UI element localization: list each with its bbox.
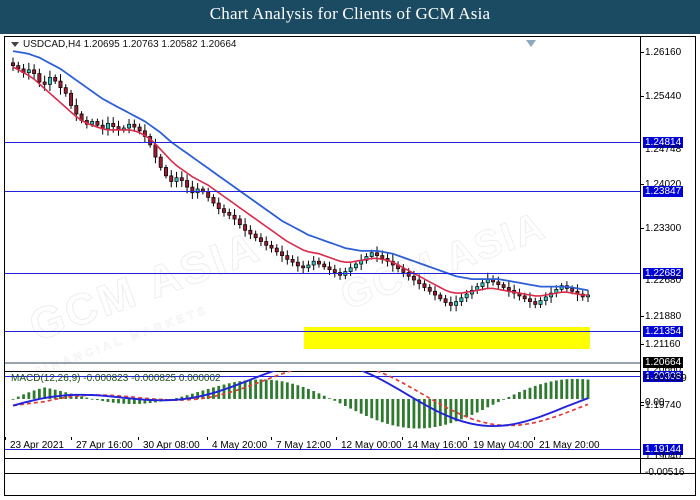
page-title: Chart Analysis for Clients of GCM Asia (209, 4, 491, 23)
time-axis-label: 12 May 00:00 (336, 437, 402, 451)
symbol-info-text: USDCAD,H4 1.20695 1.20763 1.20582 1.2066… (23, 39, 237, 50)
pane-divider (5, 371, 640, 372)
price-axis-label: 1.21160 (640, 339, 681, 350)
macd-axis-label: 0.001559 (645, 373, 687, 384)
price-axis-label: 1.21354 (643, 326, 684, 337)
macd-axis-label: 0.00 (640, 397, 665, 408)
price-level-line[interactable] (5, 376, 640, 377)
price-axis-label: 1.19144 (643, 444, 684, 455)
macd-chart-svg (11, 371, 590, 429)
price-axis-label: 1.23847 (643, 186, 684, 197)
chevron-down-icon[interactable] (11, 41, 19, 47)
price-axis-label: 1.20664 (643, 357, 684, 368)
time-axis-label: 7 May 12:00 (270, 437, 332, 451)
price-axis-label: 1.20308 (643, 371, 684, 382)
time-axis-label: 23 Apr 2021 (5, 437, 64, 451)
price-axis-label: 1.23300 (640, 223, 682, 234)
price-level-line[interactable] (5, 362, 640, 364)
time-axis-label: 4 May 20:00 (206, 437, 268, 451)
price-chart-svg (11, 50, 590, 312)
price-axis-label: 1.22682 (643, 268, 684, 279)
price-axis-label: 1.26160 (640, 47, 682, 58)
price-axis-label: 1.25440 (640, 91, 682, 102)
price-level-line[interactable] (5, 142, 640, 143)
price-level-line[interactable] (5, 273, 640, 274)
time-axis-label: 19 May 04:00 (468, 437, 534, 451)
macd-info-line: MACD(12,26,9) -0.000823 -0.000825 0.0000… (11, 373, 221, 384)
price-axis-line (640, 37, 641, 473)
price-level-line[interactable] (5, 191, 640, 192)
price-level-line[interactable] (5, 449, 640, 450)
chart-bottom-border (4, 458, 695, 459)
symbol-info-line[interactable]: USDCAD,H4 1.20695 1.20763 1.20582 1.2066… (11, 39, 237, 50)
price-axis-label: 1.22680 (645, 275, 682, 286)
chart-top-marker-icon (526, 40, 536, 47)
price-axis-label: 1.24020 (640, 179, 682, 190)
price-plot-pane[interactable] (5, 37, 640, 371)
time-axis-line (5, 473, 696, 474)
chart-frame: GCM ASIA FINANCIAL MARKETS GCM ASIA USDC… (4, 36, 696, 496)
price-axis-label: 1.24748 (645, 144, 682, 155)
time-axis-label: 27 Apr 16:00 (71, 437, 133, 451)
price-level-line[interactable] (5, 331, 640, 332)
time-axis-label: 30 Apr 08:00 (138, 437, 200, 451)
price-axis-label: 1.20660 (645, 364, 682, 375)
price-axis-label: 1.21880 (640, 311, 682, 322)
consolidation-zone-rectangle[interactable] (304, 327, 590, 349)
title-bar: Chart Analysis for Clients of GCM Asia (0, 0, 700, 34)
time-axis-label: 14 May 16:00 (402, 437, 468, 451)
macd-pane[interactable] (5, 371, 640, 473)
price-axis-label: 1.19040 (645, 451, 682, 462)
time-axis-labels: 23 Apr 2021 27 Apr 16:00 30 Apr 08:00 4 May… (4, 437, 696, 458)
time-axis-label: 21 May 20:00 (534, 437, 600, 451)
price-axis-label: 1.19740 (640, 400, 682, 411)
price-axis-label: 1.24814 (643, 137, 684, 148)
macd-axis-label: -0.00516 (645, 467, 685, 478)
price-axis-labels: 1.26160 1.25440 1.24814 1.24748 1.24020 1.238… (640, 37, 696, 478)
